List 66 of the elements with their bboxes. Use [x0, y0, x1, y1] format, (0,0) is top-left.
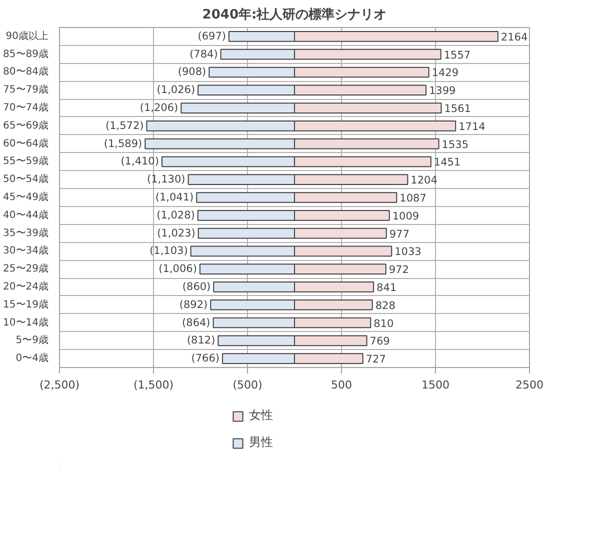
y-tick-label: 60〜64歳: [3, 137, 49, 150]
data-label: 1714: [458, 120, 486, 133]
data-label: (892): [179, 298, 208, 311]
x-tick-label: 1500: [422, 378, 450, 392]
data-label: (1,589): [104, 138, 142, 150]
data-label: (1,130): [147, 174, 186, 186]
data-label: (1,206): [140, 102, 178, 114]
x-tick-label: 500: [331, 378, 352, 392]
y-tick-label: 75〜79歳: [3, 84, 49, 96]
data-label: 841: [376, 282, 397, 294]
y-tick-label: 5〜9歳: [16, 334, 49, 346]
y-tick-label: 25〜29歳: [3, 262, 49, 275]
data-label: 972: [388, 264, 409, 276]
y-tick-label: 15〜19歳: [3, 298, 49, 310]
data-label: 1009: [392, 210, 420, 222]
x-tick-label: (1,500): [133, 378, 174, 392]
y-tick-label: 70〜74歳: [3, 102, 49, 114]
data-label: (1,006): [158, 263, 197, 276]
data-label: 2164: [500, 31, 528, 44]
x-tick-label: 2500: [516, 378, 544, 392]
y-tick-label: 50〜54歳: [3, 173, 49, 186]
data-label: 1429: [432, 67, 459, 80]
y-tick-label: 55〜59歳: [3, 155, 49, 168]
data-label: 769: [370, 336, 390, 348]
data-label: (908): [178, 66, 206, 78]
data-label: (1,026): [156, 84, 196, 96]
y-tick-label: 80〜84歳: [3, 66, 49, 78]
data-label: 1561: [444, 103, 471, 116]
data-label: 828: [375, 300, 396, 312]
data-label: 1204: [410, 174, 438, 187]
data-label: (766): [191, 352, 220, 365]
y-tick-label: 90歳以上: [6, 30, 49, 42]
data-label: (784): [190, 48, 218, 60]
data-label: (1,572): [105, 120, 144, 132]
y-tick-label: 65〜69歳: [3, 119, 49, 132]
data-label: 977: [389, 228, 410, 240]
data-label: 810: [374, 318, 394, 330]
y-tick-label: 10〜14歳: [3, 316, 49, 328]
y-tick-label: 40〜44歳: [3, 208, 49, 221]
data-label: 1087: [400, 192, 426, 204]
data-label: 1399: [429, 85, 456, 98]
data-label: (864): [182, 316, 210, 329]
data-label: (812): [186, 334, 216, 347]
data-label: 727: [366, 354, 386, 366]
data-label: (1,041): [155, 192, 194, 204]
y-tick-label: 35〜39歳: [3, 226, 49, 239]
data-label: (697): [198, 30, 226, 42]
legend-label: 女性: [248, 407, 273, 424]
data-label: (1,410): [120, 156, 159, 168]
y-tick-label: 85〜89歳: [3, 48, 49, 60]
data-label: (1,103): [150, 245, 188, 258]
x-tick-label: (2,500): [39, 378, 80, 392]
data-label: 1033: [394, 246, 422, 258]
y-tick-label: 0〜4歳: [16, 352, 49, 364]
data-label: 1451: [434, 156, 461, 169]
data-label: (860): [182, 280, 211, 293]
y-tick-label: 45〜49歳: [3, 191, 49, 203]
data-label: 1557: [444, 49, 471, 62]
legend-label: 男性: [248, 434, 273, 451]
data-label: (1,023): [157, 227, 196, 240]
x-tick-label: (500): [232, 378, 262, 392]
data-label: 1535: [442, 138, 469, 151]
chart-title: 2040年:社人研の標準シナリオ: [202, 6, 387, 22]
y-tick-label: 20〜24歳: [3, 280, 49, 292]
y-tick-label: 30〜34歳: [3, 244, 49, 257]
data-label: (1,028): [156, 209, 195, 222]
